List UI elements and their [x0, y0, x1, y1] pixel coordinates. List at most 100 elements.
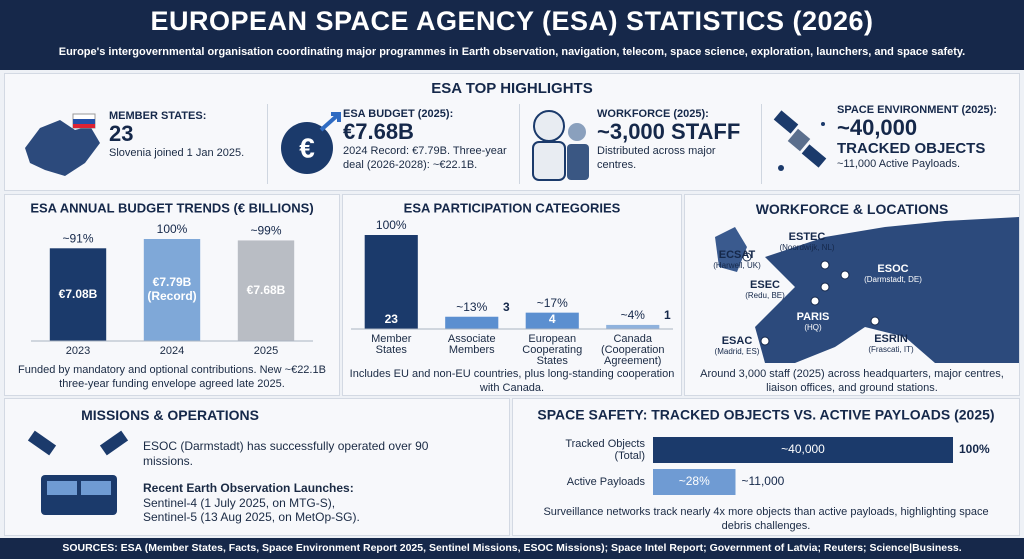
satellite-icon	[99, 430, 129, 456]
chart-title: SPACE SAFETY: TRACKED OBJECTS VS. ACTIVE…	[537, 407, 994, 423]
missions-panel: MISSIONS & OPERATIONS ESOC (Darmstadt) h…	[4, 398, 510, 536]
arrow	[319, 112, 341, 132]
euro-icon: €	[281, 112, 341, 174]
euro-symbol: €	[299, 132, 315, 163]
location-place: (HQ)	[804, 323, 822, 332]
location-name: ESOC	[877, 263, 908, 275]
debris	[778, 165, 784, 171]
y-tick-label: Active Payloads	[567, 476, 646, 488]
map-shape	[25, 120, 100, 176]
share-label: ~13%	[456, 300, 487, 314]
person-body	[567, 144, 589, 180]
x-tick-label: European Cooperating States	[522, 333, 582, 367]
location-place: (Madrid, ES)	[715, 347, 760, 356]
highlight-value: ~3,000 STAFF	[597, 119, 741, 144]
bar	[364, 235, 418, 329]
divider	[761, 104, 762, 184]
highlight-note: 2024 Record: €7.79B. Three-year deal (20…	[343, 145, 507, 171]
chart-title: ESA ANNUAL BUDGET TRENDS (€ BILLIONS)	[30, 200, 313, 215]
value-label: 4	[549, 312, 556, 326]
debris	[821, 122, 825, 126]
highlight-3: WORKFORCE (2025): ~3,000 STAFF Distribut…	[597, 108, 757, 172]
label-line: Agreement)	[604, 355, 661, 367]
value-label: €7.79B (Record)	[147, 275, 196, 303]
label-line: Canada	[613, 333, 652, 345]
bar	[653, 437, 953, 463]
location-dot	[820, 282, 830, 292]
bar	[653, 469, 736, 495]
participation-chart: ESA PARTICIPATION CATEGORIES 100% 23 Member…	[351, 200, 673, 367]
person-head	[568, 123, 586, 141]
x-tick-label: 2024	[160, 345, 184, 357]
budget-panel: ESA ANNUAL BUDGET TRENDS (€ BILLIONS) ~91…	[4, 194, 340, 396]
satellite-icon	[27, 430, 57, 456]
value-label: ~28%	[679, 474, 710, 488]
share-label: ~99%	[250, 224, 281, 238]
bar	[237, 240, 295, 341]
value-label: 23	[385, 312, 399, 326]
workforce-note: Around 3,000 staff (2025) across headqua…	[700, 368, 1004, 394]
value-label: ~11,000	[742, 474, 785, 488]
divider	[519, 104, 520, 184]
solar-panel	[773, 110, 799, 134]
missions-text: ESOC (Darmstadt) has successfully operat…	[143, 439, 429, 468]
flag-stripe	[73, 119, 95, 124]
label-line: European	[528, 333, 576, 345]
space-safety-chart: SPACE SAFETY: TRACKED OBJECTS VS. ACTIVE…	[537, 407, 995, 495]
share-label: ~91%	[62, 231, 93, 245]
location-place: (Redu, BE)	[745, 291, 785, 300]
location-dot	[760, 336, 770, 346]
location-place: (Harwell, UK)	[713, 261, 761, 270]
value-label: 100%	[959, 442, 990, 456]
satellite-body	[787, 128, 811, 152]
header-title: EUROPEAN SPACE AGENCY (ESA) STATISTICS (…	[150, 6, 874, 36]
highlight-4: SPACE ENVIRONMENT (2025): ~40,000 TRACKE…	[837, 104, 1017, 171]
participation-panel: ESA PARTICIPATION CATEGORIES 100% 23 Member…	[342, 194, 682, 396]
value-label: €7.08B	[59, 287, 98, 301]
highlight-value-2: TRACKED OBJECTS	[837, 140, 986, 157]
divider	[267, 104, 268, 184]
location-name: ESEC	[750, 279, 780, 291]
location-name: ESAC	[722, 335, 753, 347]
label-line: (Record)	[147, 289, 196, 303]
highlight-2: ESA BUDGET (2025): €7.68B 2024 Record: €…	[343, 108, 513, 172]
missions-line: Sentinel-4 (1 July 2025, on MTG-S),	[143, 496, 336, 510]
y-tick-label: Tracked Objects (Total)	[565, 438, 645, 462]
flag-stripe	[73, 124, 95, 128]
x-tick-label: Member States	[371, 333, 412, 356]
share-label: 100%	[157, 222, 188, 236]
astronaut-icon	[532, 110, 589, 181]
bar	[445, 316, 499, 329]
bar	[49, 248, 107, 341]
satellite-icon	[773, 110, 827, 171]
highlight-note: ~11,000 Active Payloads.	[837, 158, 961, 170]
highlight-note: Slovenia joined 1 Jan 2025.	[109, 147, 245, 159]
bar	[143, 239, 201, 341]
highlight-value: 23	[109, 121, 134, 146]
location-dot	[820, 260, 830, 270]
control-room-icon	[27, 430, 129, 515]
map-land	[755, 217, 1019, 363]
missions-title: MISSIONS & OPERATIONS	[81, 407, 259, 423]
header-subtitle: Europe's intergovernmental organisation …	[58, 46, 966, 58]
label-line: States	[376, 344, 408, 356]
label-line: (Total)	[614, 450, 645, 462]
label-line: Member	[371, 333, 412, 345]
location-dot	[870, 316, 880, 326]
missions-line: Sentinel-5 (13 Aug 2025, on MetOp-SG).	[143, 510, 360, 524]
solar-panel	[801, 144, 827, 168]
europe-icon	[25, 113, 100, 176]
x-tick-label: Associate Members	[448, 333, 496, 356]
bar	[525, 312, 579, 329]
chart-note: Includes EU and non-EU countries, plus l…	[349, 368, 675, 394]
value-label: ~40,000	[781, 442, 825, 456]
europe-map: ECSAT(Harwell, UK) ESTEC(Noordwijk, NL) ES…	[713, 217, 1019, 363]
footer: SOURCES: ESA (Member States, Facts, Spac…	[0, 538, 1024, 559]
share-label: 100%	[376, 218, 407, 232]
highlight-value: ~40,000	[837, 115, 918, 140]
missions-heading: Recent Earth Observation Launches:	[143, 481, 354, 495]
location-dot	[840, 270, 850, 280]
location-place: (Frascati, IT)	[868, 345, 914, 354]
